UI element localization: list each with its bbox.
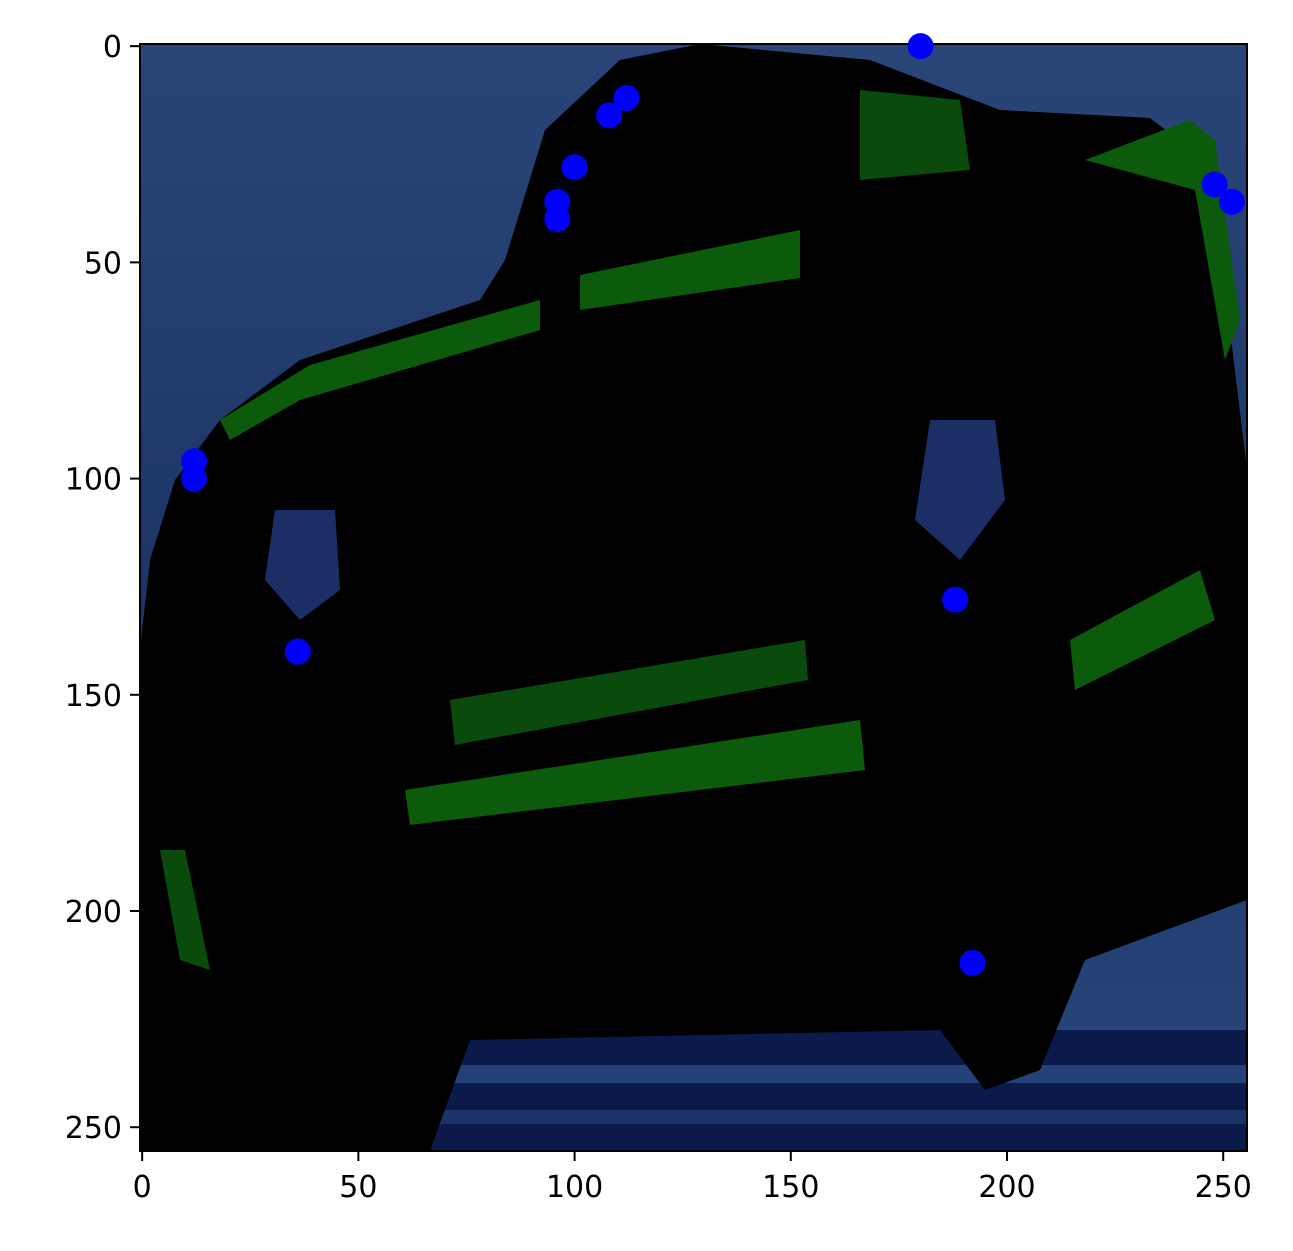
scatter-point (959, 949, 986, 976)
background-image (140, 44, 1247, 1151)
scatter-point (181, 465, 208, 492)
x-tick-label: 200 (978, 1170, 1035, 1205)
green-reflection (450, 640, 808, 745)
scatter-point (942, 586, 969, 613)
y-tick-label: 150 (65, 679, 122, 714)
y-tick-label: 0 (103, 30, 122, 65)
scatter-point (544, 206, 571, 233)
scatter-point (596, 102, 623, 129)
y-axis: 0 50 100 150 200 250 (65, 30, 140, 1146)
green-reflection (1085, 120, 1240, 360)
x-tick-label: 100 (546, 1170, 603, 1205)
green-reflection (1070, 570, 1215, 690)
scatter-point (1218, 188, 1245, 215)
scatter-point (613, 85, 640, 112)
green-reflection (860, 90, 970, 180)
y-tick-label: 250 (65, 1111, 122, 1146)
headlight-highlight (265, 510, 340, 620)
x-tick-label: 0 (133, 1170, 152, 1205)
x-tick-label: 250 (1195, 1170, 1252, 1205)
x-tick-label: 150 (762, 1170, 819, 1205)
scatter-point (561, 154, 588, 181)
scatter-point (1201, 171, 1228, 198)
green-reflection (405, 720, 865, 825)
y-tick-label: 50 (84, 246, 122, 281)
green-reflection (160, 850, 210, 970)
headlight-highlight (915, 420, 1005, 560)
car-silhouette (140, 44, 1247, 1151)
green-reflection (220, 300, 540, 440)
scatter-point (907, 33, 934, 60)
green-reflection (580, 230, 800, 310)
scatter-points (181, 33, 1245, 976)
y-tick-label: 200 (65, 895, 122, 930)
x-tick-label: 50 (339, 1170, 377, 1205)
scatter-point (284, 638, 311, 665)
x-axis: 0 50 100 150 200 250 (133, 1151, 1252, 1205)
plot-frame (139, 43, 1248, 1152)
y-tick-label: 100 (65, 463, 122, 498)
